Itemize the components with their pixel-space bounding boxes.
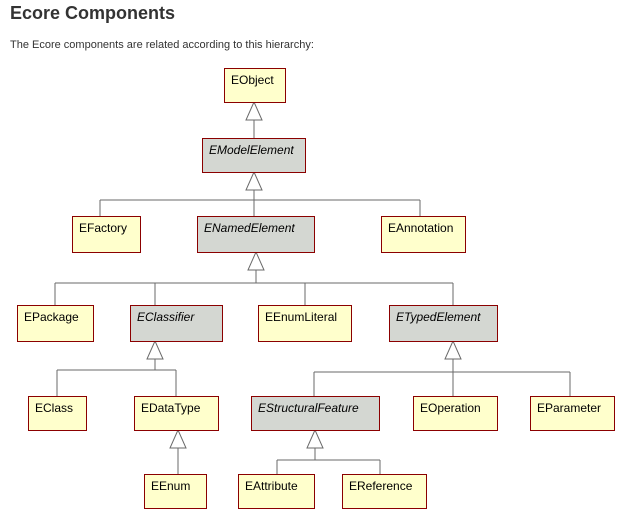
class-box-rect-eclass: [28, 396, 87, 431]
class-label-eenum: EEnum: [151, 479, 190, 493]
class-box-rect-eclassifier: [130, 305, 223, 342]
class-box-rect-ereference: [342, 474, 427, 509]
class-label-eoperation: EOperation: [420, 401, 481, 415]
class-box-rect-etypedelement: [389, 305, 498, 342]
class-box-eenum: EEnum: [144, 474, 207, 509]
class-box-rect-eenumliteral: [258, 305, 352, 342]
class-box-eattribute: EAttribute: [238, 474, 315, 509]
inheritance-arrow-emodelelement: [245, 170, 263, 191]
class-label-eclassifier: EClassifier: [137, 310, 195, 324]
class-label-epackage: EPackage: [24, 310, 79, 324]
class-label-eclass: EClass: [35, 401, 73, 415]
class-label-eobject: EObject: [231, 73, 274, 87]
class-box-estructuralfeature: EStructuralFeature: [251, 396, 380, 431]
class-label-eannotation: EAnnotation: [388, 221, 453, 235]
inheritance-arrow-estructuralfeature: [306, 428, 324, 449]
class-box-rect-emodelelement: [202, 138, 306, 173]
class-box-rect-epackage: [17, 305, 94, 342]
class-box-eclass: EClass: [28, 396, 87, 431]
class-label-ereference: EReference: [349, 479, 413, 493]
class-box-edatatype: EDataType: [134, 396, 219, 431]
class-box-rect-eenum: [144, 474, 207, 509]
class-box-eobject: EObject: [224, 68, 286, 103]
class-label-estructuralfeature: EStructuralFeature: [258, 401, 359, 415]
class-box-enamedelement: ENamedElement: [197, 216, 315, 253]
inheritance-arrow-enamedelement: [247, 250, 265, 271]
class-box-epackage: EPackage: [17, 305, 94, 342]
connector-layer: [54, 120, 571, 474]
inheritance-arrow-etypedelement: [444, 339, 462, 360]
inheritance-arrow-eobject: [245, 100, 263, 121]
class-box-rect-eannotation: [381, 216, 466, 253]
class-box-rect-eattribute: [238, 474, 315, 509]
intro-text: The Ecore components are related accordi…: [10, 39, 314, 51]
class-box-eoperation: EOperation: [413, 396, 498, 431]
class-box-rect-enamedelement: [197, 216, 315, 253]
class-label-efactory: EFactory: [79, 221, 127, 235]
class-box-efactory: EFactory: [72, 216, 141, 253]
class-label-eenumliteral: EEnumLiteral: [265, 310, 337, 324]
class-label-etypedelement: ETypedElement: [396, 310, 481, 324]
class-box-eclassifier: EClassifier: [130, 305, 223, 342]
class-box-emodelelement: EModelElement: [202, 138, 306, 173]
class-box-rect-edatatype: [134, 396, 219, 431]
inheritance-arrow-eclassifier: [146, 339, 164, 360]
class-box-etypedelement: ETypedElement: [389, 305, 498, 342]
class-label-eattribute: EAttribute: [245, 479, 298, 493]
class-box-eenumliteral: EEnumLiteral: [258, 305, 352, 342]
class-box-rect-eoperation: [413, 396, 498, 431]
class-box-rect-eobject: [224, 68, 286, 103]
page-title: Ecore Components: [10, 3, 176, 23]
arrow-layer: [146, 100, 462, 449]
class-label-emodelelement: EModelElement: [209, 143, 294, 157]
class-box-rect-efactory: [72, 216, 141, 253]
box-layer: EObject EModelElement EFactory ENamedElemen…: [17, 68, 615, 509]
class-label-edatatype: EDataType: [141, 401, 201, 415]
class-box-rect-eparameter: [530, 396, 615, 431]
inheritance-arrow-edatatype: [169, 428, 187, 449]
class-box-eannotation: EAnnotation: [381, 216, 466, 253]
class-box-eparameter: EParameter: [530, 396, 615, 431]
class-label-eparameter: EParameter: [537, 401, 601, 415]
class-box-rect-estructuralfeature: [251, 396, 380, 431]
class-box-ereference: EReference: [342, 474, 427, 509]
class-label-enamedelement: ENamedElement: [204, 221, 295, 235]
